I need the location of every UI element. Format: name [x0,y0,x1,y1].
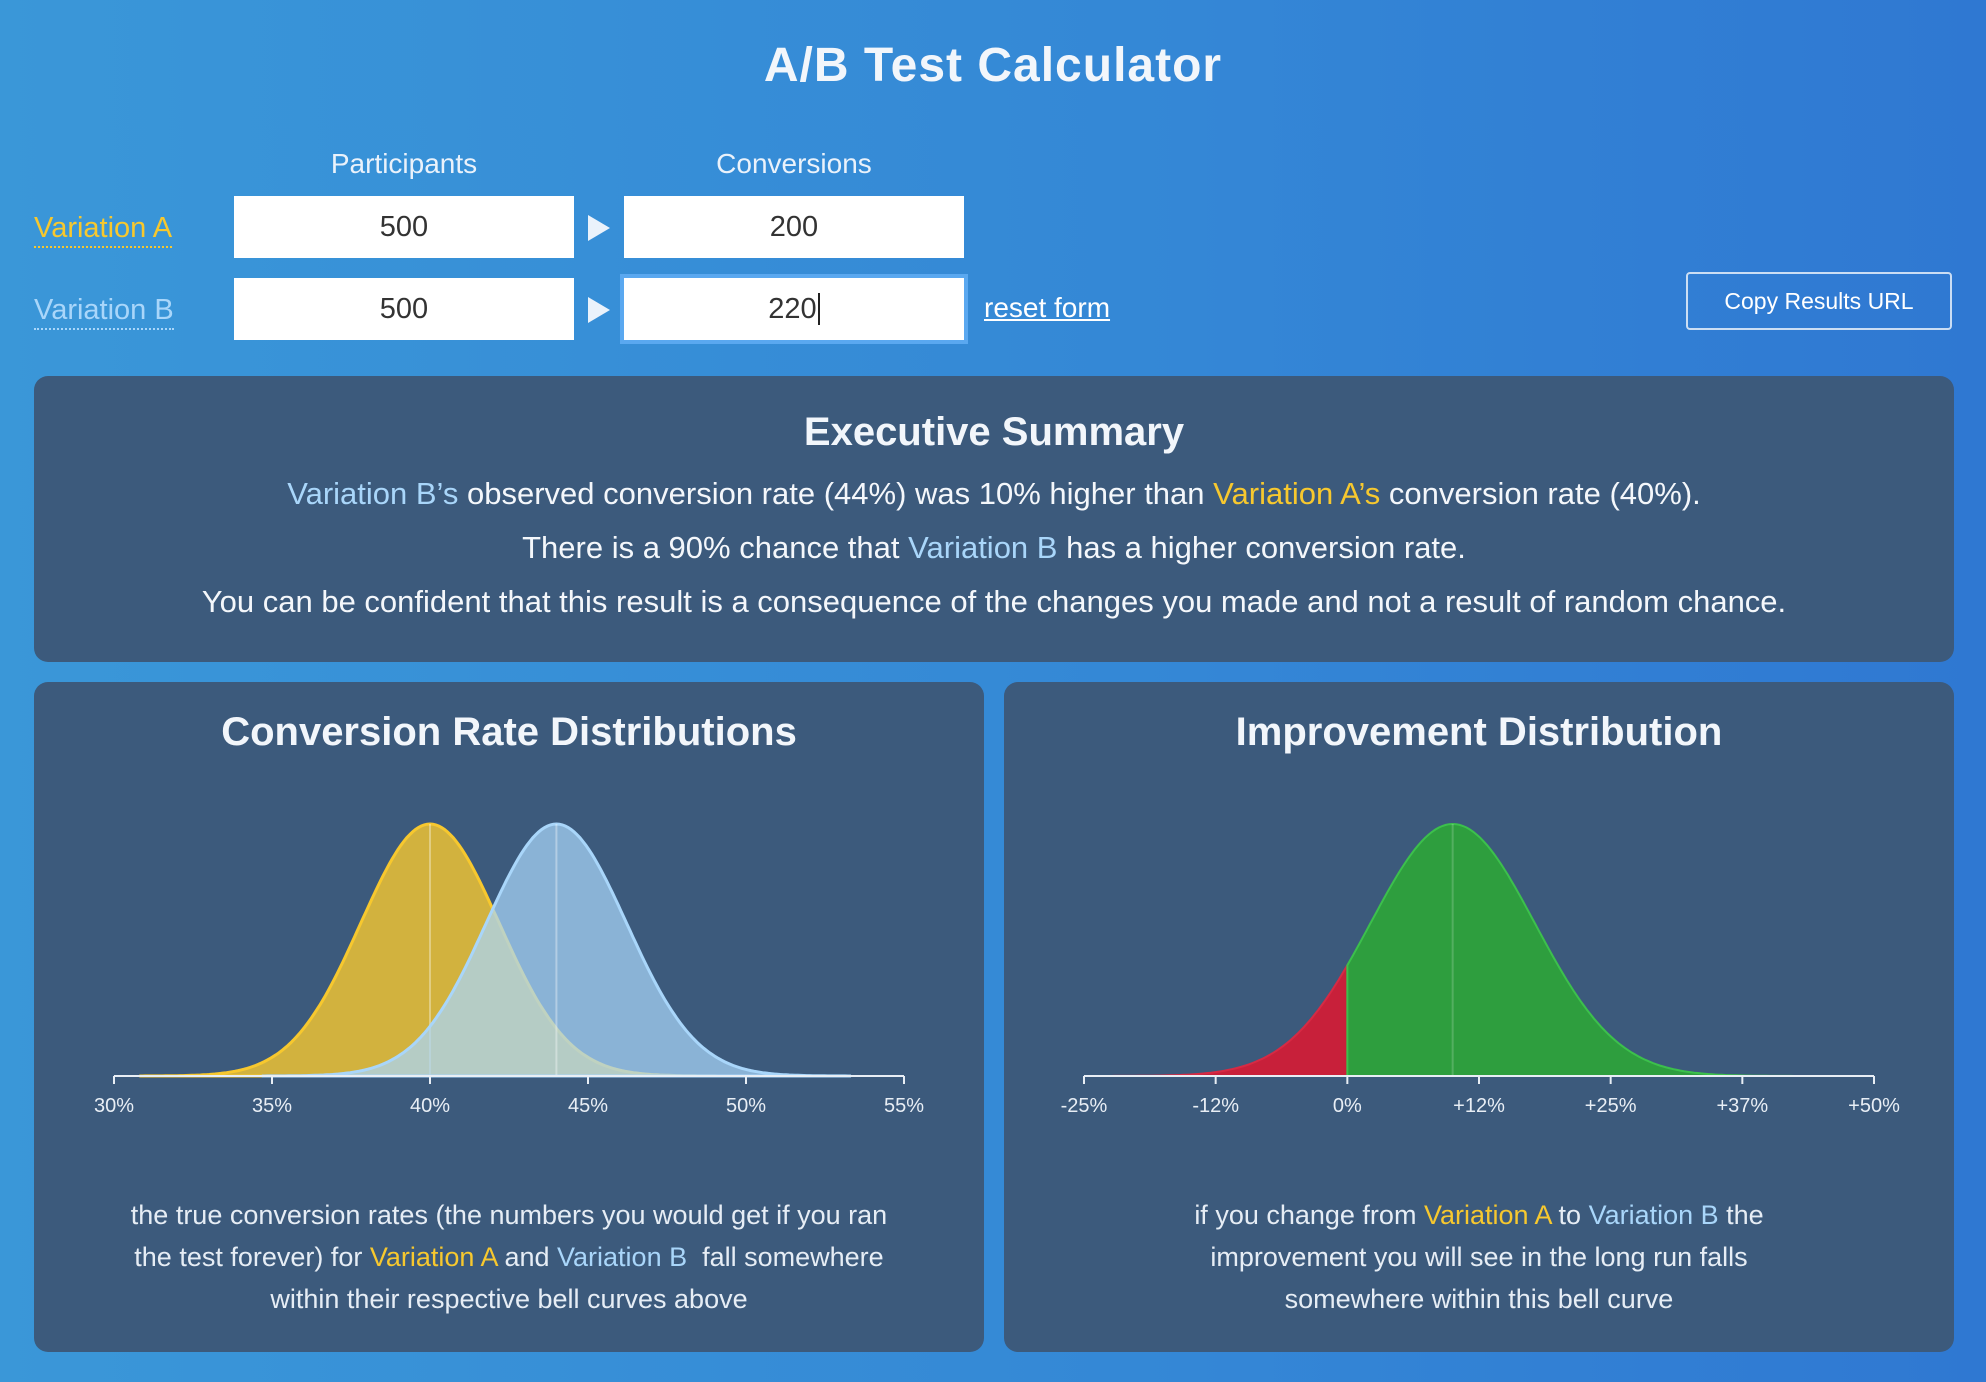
x-tick-label: +25% [1585,1095,1637,1117]
copy-results-url-button[interactable]: Copy Results URL [1686,272,1952,330]
summary-line-2: There is a 90% chance that Variation B h… [34,530,1954,566]
series-curve-b [261,822,852,1078]
variation-b-label[interactable]: Variation B [34,292,174,330]
summary-text: conversion rate (40%). [1380,476,1701,511]
variation-b-participants-input[interactable]: 500 [234,278,574,340]
summary-a-name: Variation A’s [1213,476,1381,511]
x-tick-label: +37% [1716,1095,1768,1117]
summary-b-name: Variation B [908,530,1058,565]
conversion-rate-chart: 30% 35% 40% 45% 50% 55% [94,822,924,1117]
x-tick-label: 50% [726,1095,766,1117]
negative-improvement-area [1107,961,1349,1077]
caption-a-name: Variation A [1423,1200,1552,1230]
summary-text: observed conversion rate (44%) was 10% h… [458,476,1214,511]
x-tick-label: 0% [1333,1095,1362,1117]
x-tick-label: 40% [410,1095,450,1117]
caption-line: the true conversion rates (the numbers y… [130,1200,888,1230]
x-tick-label: 55% [884,1095,924,1117]
conversion-chart-title: Conversion Rate Distributions [221,710,797,754]
caption-line: the test forever) for Variation A and Va… [34,1236,984,1278]
summary-line-1: Variation B’s observed conversion rate (… [34,476,1954,512]
caption-line: somewhere within this bell curve [1284,1284,1674,1314]
summary-b-name: Variation B’s [287,476,459,511]
x-tick-label: 30% [94,1095,134,1117]
conversion-rate-panel: Conversion Rate Distributions 30% 35% 40% 4… [34,682,984,1352]
arrow-right-icon [588,297,610,323]
text-cursor [817,293,820,325]
x-tick-label: -12% [1192,1095,1239,1117]
caption-b-name: Variation B [557,1242,688,1272]
conversion-chart-caption: the true conversion rates (the numbers y… [34,1194,984,1320]
variation-b-conversions-value: 220 [768,292,817,325]
caption-b-name: Variation B [1588,1200,1719,1230]
improvement-chart: -25% -12% 0% +12% +25% +37% +50% [1061,822,1900,1117]
caption-text: if you change from [1194,1200,1424,1230]
improvement-chart-caption: if you change from Variation A to Variat… [1004,1194,1954,1320]
x-tick-label: +50% [1848,1095,1900,1117]
conversions-header: Conversions [716,148,872,179]
improvement-chart-title: Improvement Distribution [1235,710,1723,754]
summary-text: There is a 90% chance that [522,530,909,565]
participants-header: Participants [330,148,478,179]
caption-text: the [1718,1200,1764,1230]
caption-text: and [496,1242,558,1272]
variation-a-label[interactable]: Variation A [34,210,173,248]
variation-a-participants-input[interactable]: 500 [234,196,574,258]
caption-text: fall somewhere [687,1242,884,1272]
arrow-right-icon [588,215,610,241]
x-tick-label: +12% [1453,1095,1505,1117]
improvement-panel: Improvement Distribution -25% -12% 0% +12% +… [1004,682,1954,1352]
summary-text: has a higher conversion rate. [1057,530,1466,565]
summary-title: Executive Summary [803,410,1185,454]
x-tick-label: -25% [1061,1095,1108,1117]
variation-b-conversions-input[interactable]: 220 [624,278,964,340]
caption-line: improvement you will see in the long run… [1210,1242,1748,1272]
reset-form-link[interactable]: reset form [984,292,1111,323]
summary-line-3: You can be confident that this result is… [201,584,1787,619]
x-tick-label: 45% [568,1095,608,1117]
caption-text: the test forever) for [134,1242,370,1272]
caption-line: if you change from Variation A to Variat… [1004,1194,1954,1236]
x-tick-label: 35% [252,1095,292,1117]
executive-summary-panel: Executive Summary Variation B’s observed… [34,376,1954,662]
positive-improvement-area [1346,822,1798,1077]
variation-a-conversions-input[interactable]: 200 [624,196,964,258]
caption-text: to [1551,1200,1589,1230]
caption-a-name: Variation A [369,1242,497,1272]
caption-line: within their respective bell curves abov… [270,1284,748,1314]
page-title: A/B Test Calculator [763,39,1223,92]
